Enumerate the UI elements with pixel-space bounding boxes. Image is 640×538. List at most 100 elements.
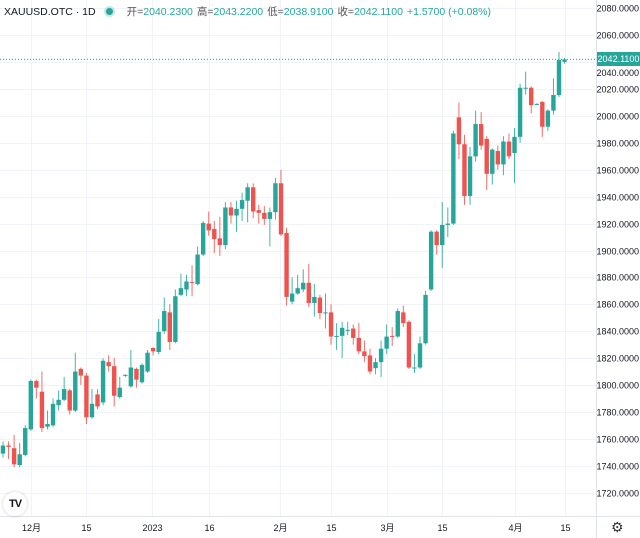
candle-body [517,87,523,137]
candle [167,304,172,351]
candle [73,352,78,412]
candle [128,350,134,388]
candle [228,202,234,224]
candle-body [440,224,445,246]
candle-body [217,238,223,246]
candle-body [384,336,389,349]
change-value: +1.5700 (+0.08%) [406,5,491,18]
candle [551,78,556,115]
candle [323,293,328,329]
candle-body [373,362,378,369]
candle-body [67,390,72,411]
candle [529,86,534,114]
candle [373,358,378,375]
candle-body [406,321,412,368]
candle-body [351,328,356,338]
candle [134,367,139,388]
candle-body [128,367,134,387]
candle [284,227,289,306]
candle-body [212,228,217,240]
candle-body [78,368,84,376]
candle [223,202,228,250]
candle [95,389,100,410]
price-axis[interactable]: 2080.0000 2060.0000 2040.0000 2020.0000 2000… [596,4,639,499]
candle-body [451,133,456,224]
time-tick-label: 15 [437,523,447,533]
candle [562,57,567,64]
candle-body [323,312,328,314]
last-price-tag: 2042.1100 [597,52,640,66]
candle [150,347,156,356]
candle [195,246,200,286]
candle [289,277,295,305]
candle [278,169,284,236]
candle [467,146,473,205]
candle [145,350,150,373]
candle [156,319,161,355]
time-axis[interactable]: 12月 15 2023 16 2月 15 3月 15 4月 15 [22,523,571,533]
candle-body [345,329,350,331]
candle [39,371,45,433]
price-tick-label: 1740.0000 [596,462,639,472]
price-tick-label: 2040.0000 [596,68,639,78]
symbol-title[interactable]: XAUUSD.OTC · 1D [4,5,96,18]
grid [0,0,596,516]
low-label: 低= [267,6,284,18]
candle-body [423,294,428,344]
candle [50,398,56,427]
candle-body [45,424,50,427]
candle-body [390,335,395,337]
price-tick-label: 1800.0000 [596,381,639,391]
gear-icon[interactable]: ⚙ [611,519,624,535]
candle [234,200,239,232]
candle [417,336,423,369]
price-tick-label: 1720.0000 [596,489,639,499]
candle [445,207,450,238]
candle-body [117,387,122,398]
candle-body [395,311,400,337]
candle-body [334,335,339,337]
candle [189,265,195,297]
candle-body [150,348,156,352]
candle-body [234,208,239,216]
candle-body [206,223,211,231]
candle-body [245,187,250,201]
candle-body [50,403,56,426]
price-tick-label: 1780.0000 [596,408,639,418]
tradingview-logo-text: TV [8,498,22,510]
time-tick-label: 15 [326,523,336,533]
tradingview-logo[interactable]: TV [3,492,27,516]
candle [6,441,11,459]
candle-body [123,374,128,376]
candle [245,183,250,223]
candle-body [501,141,506,165]
candle-body [95,394,100,407]
price-tick-label: 2060.0000 [596,31,639,41]
time-tick-label: 16 [204,523,214,533]
candle [390,327,395,346]
candle-body [551,95,556,111]
candle-body [28,380,33,430]
candle [206,211,211,236]
candle-body [456,117,462,145]
candle [339,321,345,359]
candle [395,308,400,338]
candle [423,290,428,345]
candle-body [84,375,89,418]
candle-body [289,293,295,302]
price-tick-label: 2080.0000 [596,4,639,14]
candle [478,111,484,150]
candle-body [267,212,273,219]
close-label: 收= [337,6,355,18]
candle [345,321,350,336]
candle-body [156,331,161,353]
candle [45,410,50,430]
candle [428,230,434,291]
candle-body [434,231,439,246]
low-value: 2038.9100 [283,5,334,18]
candle [178,273,184,297]
candle [328,304,334,345]
candle-body [223,207,228,246]
candle-body [23,428,28,455]
